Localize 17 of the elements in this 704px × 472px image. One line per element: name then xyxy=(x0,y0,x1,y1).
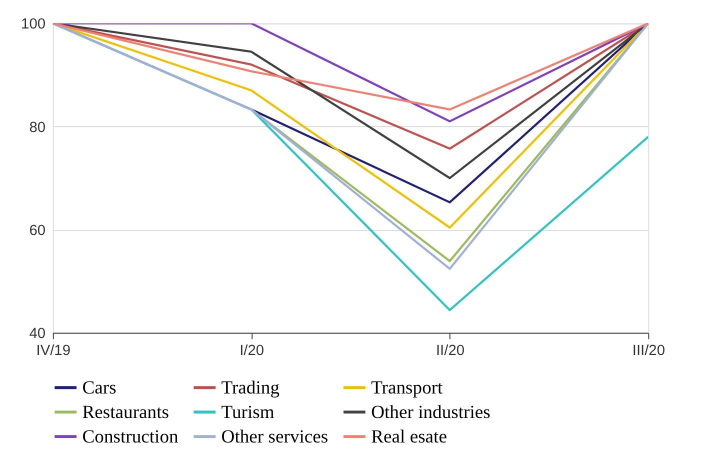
legend-label: Cars xyxy=(82,377,116,398)
legend-label: Real esate xyxy=(371,426,447,448)
legend-label: Restaurants xyxy=(82,402,169,423)
legend-label: Transport xyxy=(371,377,444,398)
x-tick-label: II/20 xyxy=(436,342,465,359)
legend-label: Trading xyxy=(221,377,280,398)
x-tick-label: III/20 xyxy=(632,342,665,359)
legend-label: Turism xyxy=(221,402,275,423)
y-tick-label: 60 xyxy=(29,223,46,240)
x-tick-label: I/20 xyxy=(240,342,264,359)
y-tick-label: 40 xyxy=(29,326,46,342)
y-tick-label: 100 xyxy=(21,16,46,33)
legend-label: Other industries xyxy=(371,402,490,423)
legend-label: Construction xyxy=(82,426,180,448)
x-tick-label: IV/19 xyxy=(36,342,70,359)
legend-label: Other services xyxy=(221,426,328,448)
y-tick-label: 80 xyxy=(29,120,46,136)
